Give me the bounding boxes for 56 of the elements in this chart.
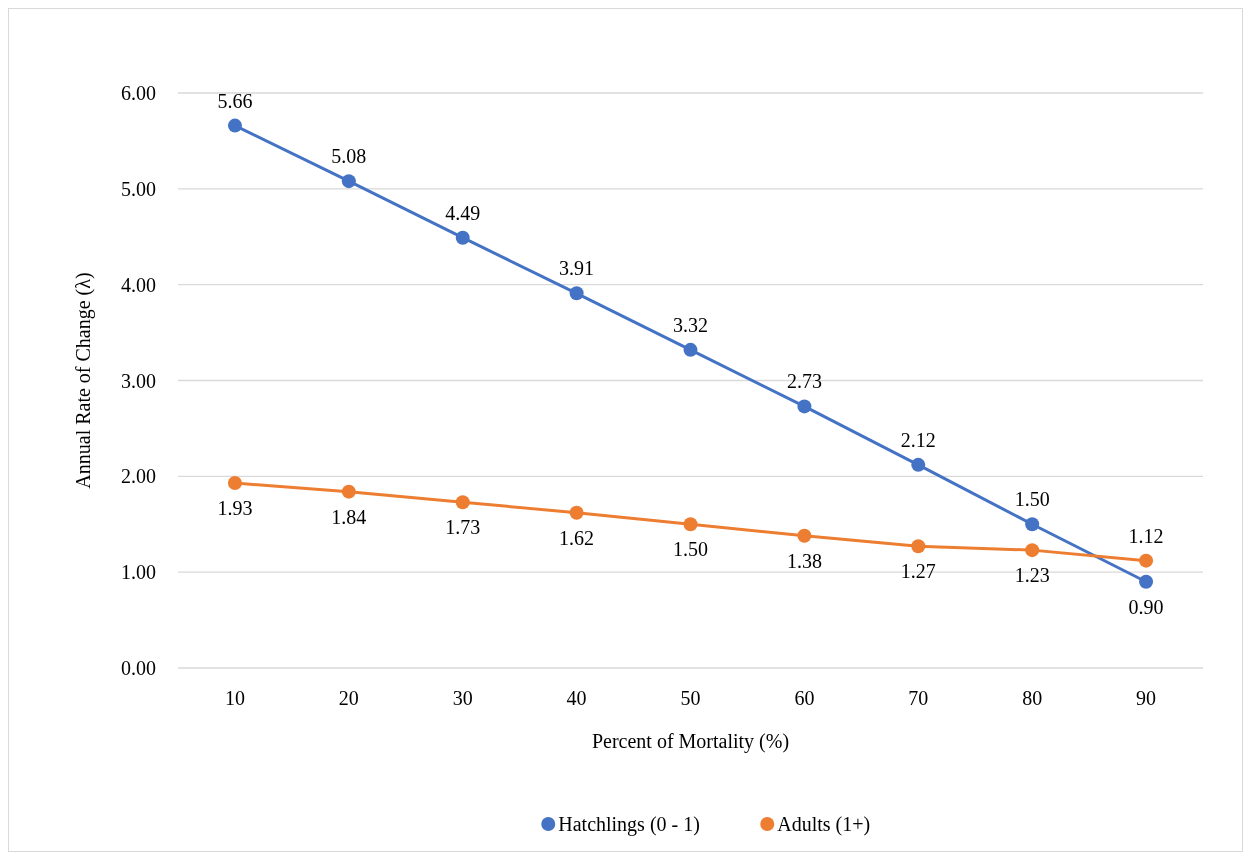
y-tick-label: 1.00	[121, 561, 156, 584]
y-tick-label: 2.00	[121, 465, 156, 488]
data-label: 0.90	[1128, 595, 1164, 618]
point	[1139, 553, 1154, 568]
data-label: 1.23	[1014, 564, 1050, 587]
point	[455, 230, 470, 245]
x-tick-label: 90	[1136, 687, 1157, 709]
y-tick-label: 0.00	[121, 657, 156, 679]
point	[911, 539, 926, 554]
data-label: 1.73	[445, 516, 481, 539]
point	[569, 505, 584, 520]
data-label: 1.27	[900, 560, 936, 583]
x-tick-label: 60	[794, 687, 815, 709]
point	[1139, 574, 1154, 589]
data-label: 1.50	[1014, 488, 1050, 511]
y-tick-label: 6.00	[121, 82, 156, 104]
data-label: 3.32	[673, 313, 708, 336]
point	[797, 399, 812, 414]
point	[797, 528, 812, 543]
x-tick-label: 80	[1022, 687, 1043, 709]
legend-label: Hatchlings (0 - 1)	[558, 813, 700, 836]
point	[1025, 543, 1040, 558]
point	[227, 476, 242, 491]
y-tick-label: 3.00	[121, 369, 156, 392]
data-label: 1.84	[331, 505, 367, 528]
data-label: 1.12	[1128, 524, 1164, 547]
point	[569, 286, 584, 301]
y-tick-label: 4.00	[121, 273, 156, 296]
point	[683, 342, 698, 357]
point	[341, 484, 356, 499]
x-axis-title: Percent of Mortality (%)	[591, 730, 790, 753]
point	[1025, 517, 1040, 532]
data-label: 1.38	[786, 549, 822, 572]
x-tick-label: 50	[680, 687, 701, 709]
point	[911, 457, 926, 472]
data-label: 5.66	[217, 89, 253, 112]
y-tick-label: 5.00	[121, 177, 156, 200]
data-label: 2.12	[900, 428, 936, 451]
data-label: 4.49	[445, 201, 481, 224]
data-label: 1.93	[217, 497, 253, 520]
data-label: 1.50	[673, 538, 708, 561]
x-tick-label: 40	[566, 687, 587, 709]
data-label: 1.62	[559, 526, 595, 549]
x-tick-label: 70	[908, 687, 929, 709]
x-tick-label: 20	[338, 687, 359, 709]
point	[455, 495, 470, 510]
legend-label: Adults (1+)	[777, 813, 871, 836]
x-tick-label: 30	[452, 687, 473, 709]
point	[227, 118, 242, 133]
point	[341, 174, 356, 189]
data-label: 3.91	[559, 257, 595, 280]
point	[683, 517, 698, 532]
data-label: 5.08	[331, 145, 367, 168]
x-tick-label: 10	[224, 687, 245, 709]
data-label: 2.73	[786, 370, 822, 393]
y-axis-title: Annual Rate of Change (λ)	[72, 272, 95, 489]
